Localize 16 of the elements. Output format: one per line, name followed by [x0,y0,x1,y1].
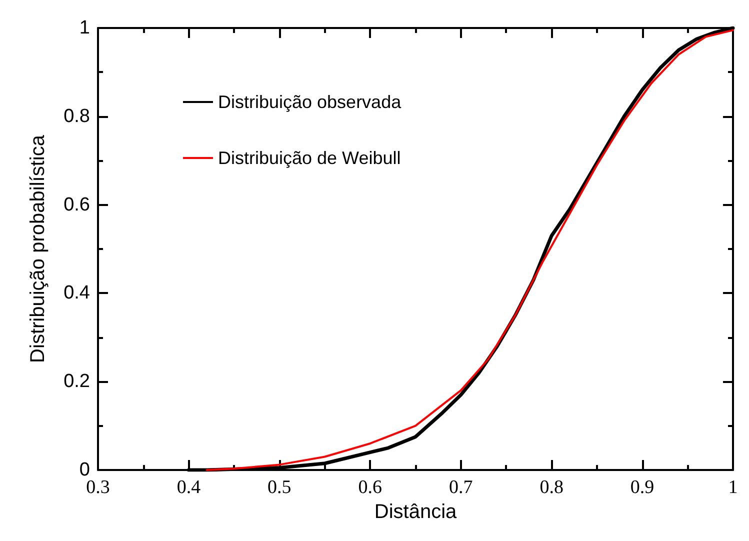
x-tick-label: 1 [728,477,738,498]
y-tick-label: 0.6 [64,194,90,216]
x-tick-label: 0.6 [358,477,382,498]
y-tick-label: 0.8 [64,106,90,127]
legend-label: Distribuição de Weibull [218,148,401,168]
y-tick-label: 0.2 [64,371,90,392]
x-tick-label: 0.4 [176,477,202,498]
y-tick-label: 1 [79,18,90,38]
x-axis-title: Distância [374,500,458,523]
legend-label: Distribuição observada [218,92,402,112]
y-axis-title: Distribuição probabilística [27,134,49,363]
y-tick-label: 0.4 [64,282,90,304]
x-tick-label: 0.5 [268,477,292,498]
x-tick-label: 0.9 [630,477,654,498]
x-tick-label: 0.8 [540,477,564,498]
x-tick-label: 0.7 [448,477,473,498]
